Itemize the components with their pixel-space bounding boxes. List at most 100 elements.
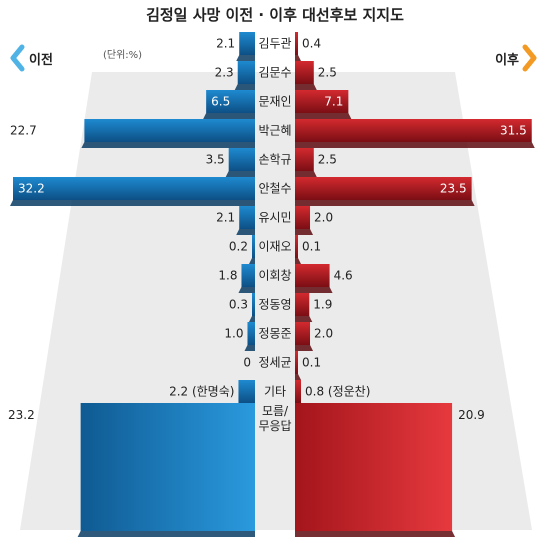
bar-before-10: [247, 322, 255, 345]
bar-after-9: [295, 293, 310, 316]
category-label-2: 문재인: [258, 95, 291, 109]
value-label-after-5: 23.5: [440, 182, 467, 196]
value-label-after-8: 4.6: [334, 269, 353, 283]
value-label-after-11: 0.1: [302, 356, 321, 370]
bar-after-8: [295, 264, 330, 287]
value-label-after-1: 2.5: [318, 66, 337, 80]
category-label-4: 손학규: [258, 153, 291, 167]
category-label-0: 김두관: [258, 37, 291, 51]
right-direction-label: 이후: [495, 52, 519, 68]
category-label-11: 정세균: [258, 356, 291, 370]
bar-before-shadow-13: [77, 531, 255, 537]
bar-after-1: [295, 61, 314, 84]
right-arrow-icon: [522, 44, 537, 72]
bar-before-shadow-1: [234, 84, 255, 90]
value-label-before-10: 1.0: [224, 327, 243, 341]
bar-before-12: [238, 380, 255, 403]
labels-layer: 김두관 2.1 0.4 김문수 2.3 2.5 문재인 6.5 7.1 박근혜 22.7 31.5 손학…: [8, 37, 527, 434]
value-label-before-13: 23.2: [8, 408, 35, 422]
category-label-1: 김문수: [258, 66, 291, 80]
bar-after-shadow-0: [295, 55, 302, 61]
bar-after-shadow-13: [295, 531, 456, 537]
value-label-before-0: 2.1: [216, 37, 235, 51]
bar-before-shadow-6: [236, 229, 255, 235]
bar-before-shadow-0: [236, 55, 255, 61]
bar-before-7: [252, 235, 255, 258]
bar-after-2: [295, 90, 349, 113]
bar-before-shadow-2: [203, 113, 255, 119]
value-label-before-4: 3.5: [206, 153, 225, 167]
bars-layer: [10, 32, 535, 537]
value-label-after-10: 2.0: [314, 327, 333, 341]
bar-before-2: [206, 90, 255, 113]
bar-after-shadow-6: [295, 229, 314, 235]
value-label-after-6: 2.0: [314, 211, 333, 225]
chart-title: 김정일 사망 이전 · 이후 대선후보 지지도: [146, 6, 404, 24]
left-arrow-icon: [10, 44, 25, 72]
category-label-13: 모름/무응답: [258, 404, 291, 433]
bar-before-8: [241, 264, 255, 287]
left-direction-label: 이전: [29, 52, 53, 68]
value-label-after-4: 2.5: [318, 153, 337, 167]
bar-after-shadow-2: [295, 113, 352, 119]
bar-after-shadow-9: [295, 316, 313, 322]
bar-after-12: [295, 380, 302, 403]
bar-before-shadow-8: [238, 287, 255, 293]
bar-after-4: [295, 148, 314, 171]
bar-after-3: [295, 119, 532, 142]
value-label-after-0: 0.4: [302, 37, 321, 51]
bar-before-4: [228, 148, 255, 171]
category-label-7: 이재오: [258, 240, 291, 254]
bar-after-shadow-8: [295, 287, 333, 293]
bar-before-5: [13, 177, 255, 200]
category-label-3: 박근혜: [258, 124, 291, 138]
bar-after-shadow-5: [295, 200, 475, 206]
value-label-after-9: 1.9: [313, 298, 332, 312]
bar-before-3: [84, 119, 255, 142]
bar-after-shadow-11: [295, 374, 301, 380]
unit-note: (단위:%): [103, 48, 142, 61]
bar-before-shadow-9: [249, 316, 255, 322]
category-label-8: 이회창: [258, 269, 291, 283]
value-label-before-11: 0: [243, 356, 251, 370]
value-label-after-3: 31.5: [500, 124, 527, 138]
value-label-after-2: 7.1: [324, 95, 343, 109]
bar-before-shadow-4: [225, 171, 255, 177]
bar-before-shadow-5: [10, 200, 255, 206]
bar-before-shadow-7: [249, 258, 255, 264]
bar-before-6: [239, 206, 255, 229]
bar-after-shadow-4: [295, 171, 317, 177]
bar-after-shadow-7: [295, 258, 301, 264]
value-label-before-3: 22.7: [10, 124, 37, 138]
bar-after-11: [295, 351, 298, 374]
category-label-12: 기타: [264, 385, 286, 399]
value-label-before-1: 2.3: [215, 66, 234, 80]
category-label-6: 유시민: [258, 211, 291, 225]
bar-after-6: [295, 206, 311, 229]
value-label-before-7: 0.2: [229, 240, 248, 254]
value-label-before-5: 32.2: [18, 182, 45, 196]
bar-before-shadow-10: [244, 345, 255, 351]
category-label-10: 정몽준: [258, 327, 291, 341]
value-label-before-12: 2.2 (한명숙): [169, 385, 234, 399]
value-label-after-12: 0.8 (정운찬): [305, 384, 370, 399]
value-label-before-6: 2.1: [216, 211, 235, 225]
category-label-5: 안철수: [258, 182, 291, 196]
bar-after-shadow-1: [295, 84, 317, 90]
bar-after-5: [295, 177, 472, 200]
bar-before-1: [237, 61, 255, 84]
bar-after-10: [295, 322, 311, 345]
value-label-after-7: 0.1: [302, 240, 321, 254]
value-label-after-13: 20.9: [458, 408, 485, 422]
bar-after-7: [295, 235, 298, 258]
bar-before-0: [239, 32, 255, 55]
value-label-before-9: 0.3: [229, 298, 248, 312]
bar-before-13: [80, 403, 255, 531]
bar-before-shadow-3: [81, 142, 255, 148]
value-label-before-8: 1.8: [218, 269, 237, 283]
category-label-9: 정동영: [258, 298, 291, 312]
bar-before-9: [252, 293, 255, 316]
bar-after-shadow-3: [295, 142, 535, 148]
